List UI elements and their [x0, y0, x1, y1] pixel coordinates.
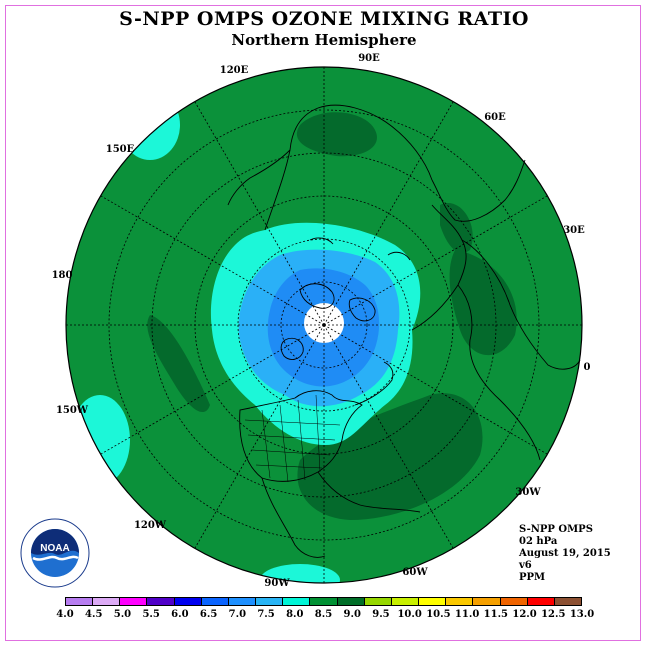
colorbar-segment — [337, 598, 365, 605]
info-instrument: S-NPP OMPS — [519, 524, 593, 535]
colorbar-tick-label: 9.5 — [372, 609, 390, 620]
colorbar-tick-label: 12.0 — [512, 609, 537, 620]
colorbar-tick-label: 6.0 — [171, 609, 189, 620]
political-boundaries — [244, 394, 341, 483]
colorbar-tick-label: 4.0 — [56, 609, 74, 620]
lon-label-60e: 60E — [484, 112, 506, 123]
dark-region — [449, 250, 517, 356]
colorbar-tick-label: 6.5 — [199, 609, 218, 620]
dark-region — [440, 203, 473, 253]
colorbar-tick-label: 10.0 — [397, 609, 422, 620]
colorbar-tick-label: 11.5 — [483, 609, 509, 620]
colorbar-tick-label: 8.0 — [286, 609, 304, 620]
map-subtitle: Northern Hemisphere — [231, 31, 417, 49]
colorbar-tick-label: 4.5 — [85, 609, 103, 620]
colorbar-segment — [554, 598, 581, 605]
colorbar-segment — [473, 598, 501, 605]
colorbar-tick-label: 9.0 — [343, 609, 361, 620]
figure-frame — [5, 5, 641, 641]
colorbar-segment — [310, 598, 338, 605]
map-boundary — [65, 66, 583, 584]
info-version: v6 — [519, 560, 532, 571]
colorbar-segment — [419, 598, 447, 605]
map-title: S-NPP OMPS OZONE MIXING RATIO — [119, 8, 529, 30]
colorbar-segment — [120, 598, 148, 605]
lon-label-180: 180 — [52, 270, 73, 281]
longitude-grid — [66, 67, 582, 583]
colorbar-segment — [228, 598, 257, 605]
colorbar-tick-label: 11.0 — [454, 609, 480, 620]
colorbar-segment — [66, 598, 94, 605]
info-block: S-NPP OMPS 02 hPa August 19, 2015 v6 PPM — [519, 524, 611, 584]
colorbar-tick-label: 5.0 — [113, 609, 132, 620]
lon-label-60w: 60W — [402, 567, 428, 578]
colorbar-segment — [391, 598, 420, 605]
colorbar-tick-label: 8.5 — [314, 609, 333, 620]
lon-label-150e: 150E — [106, 144, 135, 155]
dark-region — [147, 315, 210, 413]
colorbar-tick-label: 10.5 — [426, 609, 451, 620]
colorbar-segment — [256, 598, 284, 605]
lon-label-90w: 90W — [264, 578, 290, 589]
info-level: 02 hPa — [519, 536, 558, 547]
colorbar-tick-label: 13.0 — [569, 609, 595, 620]
logo-text: NOAA — [40, 543, 69, 554]
colorbar-segment — [364, 598, 392, 605]
colorbar-segment — [174, 598, 202, 605]
coastlines — [227, 104, 581, 558]
lon-label-30w: 30W — [515, 487, 541, 498]
colorbar-tick-label: 7.0 — [228, 609, 247, 620]
colorbar-tick-label: 7.5 — [257, 609, 275, 620]
info-units: PPM — [519, 572, 546, 583]
lon-label-120e: 120E — [220, 65, 249, 76]
colorbar-segment — [201, 598, 229, 605]
dark-region — [297, 393, 483, 520]
colorbar-tick-label: 5.5 — [142, 609, 160, 620]
cyan-patch — [260, 564, 340, 583]
colorbar-segment — [500, 598, 528, 605]
lon-label-150w: 150W — [56, 405, 89, 416]
colorbar-segment — [527, 598, 555, 605]
lon-label-90e: 90E — [358, 53, 380, 64]
lon-label-120w: 120W — [134, 520, 167, 531]
lon-label-0: 0 — [584, 362, 591, 373]
colorbar-segment — [147, 598, 175, 605]
info-date: August 19, 2015 — [519, 548, 611, 559]
colorbar — [65, 597, 582, 606]
dark-region — [296, 112, 377, 157]
colorbar-segment — [283, 598, 311, 605]
lon-label-30e: 30E — [563, 225, 585, 236]
colorbar-segment — [446, 598, 474, 605]
colorbar-tick-label: 12.5 — [541, 609, 566, 620]
colorbar-segment — [93, 598, 121, 605]
noaa-logo: NOAA — [20, 518, 90, 588]
